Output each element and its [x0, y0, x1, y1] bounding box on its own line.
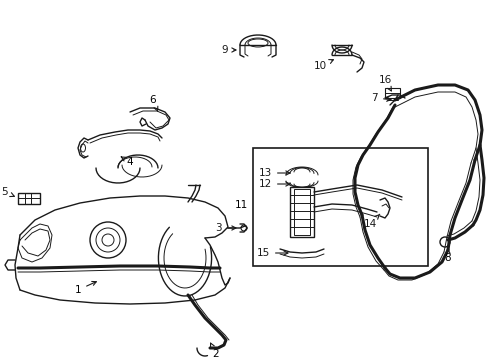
Text: 8: 8	[444, 249, 450, 263]
Text: 5: 5	[1, 187, 14, 197]
Text: 2: 2	[210, 343, 219, 359]
Text: 14: 14	[363, 214, 379, 229]
Bar	[252, 148, 427, 266]
Text: 3: 3	[215, 223, 236, 233]
Text: 12: 12	[258, 179, 289, 189]
Text: 4: 4	[121, 157, 133, 167]
Text: 1: 1	[75, 282, 96, 295]
Text: 13: 13	[258, 168, 289, 178]
Text: 10: 10	[313, 60, 333, 71]
Text: 11: 11	[234, 200, 247, 210]
Bar	[18, 193, 40, 204]
Bar	[384, 88, 399, 98]
Text: 9: 9	[221, 45, 236, 55]
Text: 7: 7	[370, 93, 390, 103]
Bar	[293, 189, 309, 235]
Text: 6: 6	[149, 95, 158, 111]
Text: 15: 15	[256, 248, 287, 258]
Text: 16: 16	[378, 75, 391, 91]
Bar	[289, 187, 313, 237]
